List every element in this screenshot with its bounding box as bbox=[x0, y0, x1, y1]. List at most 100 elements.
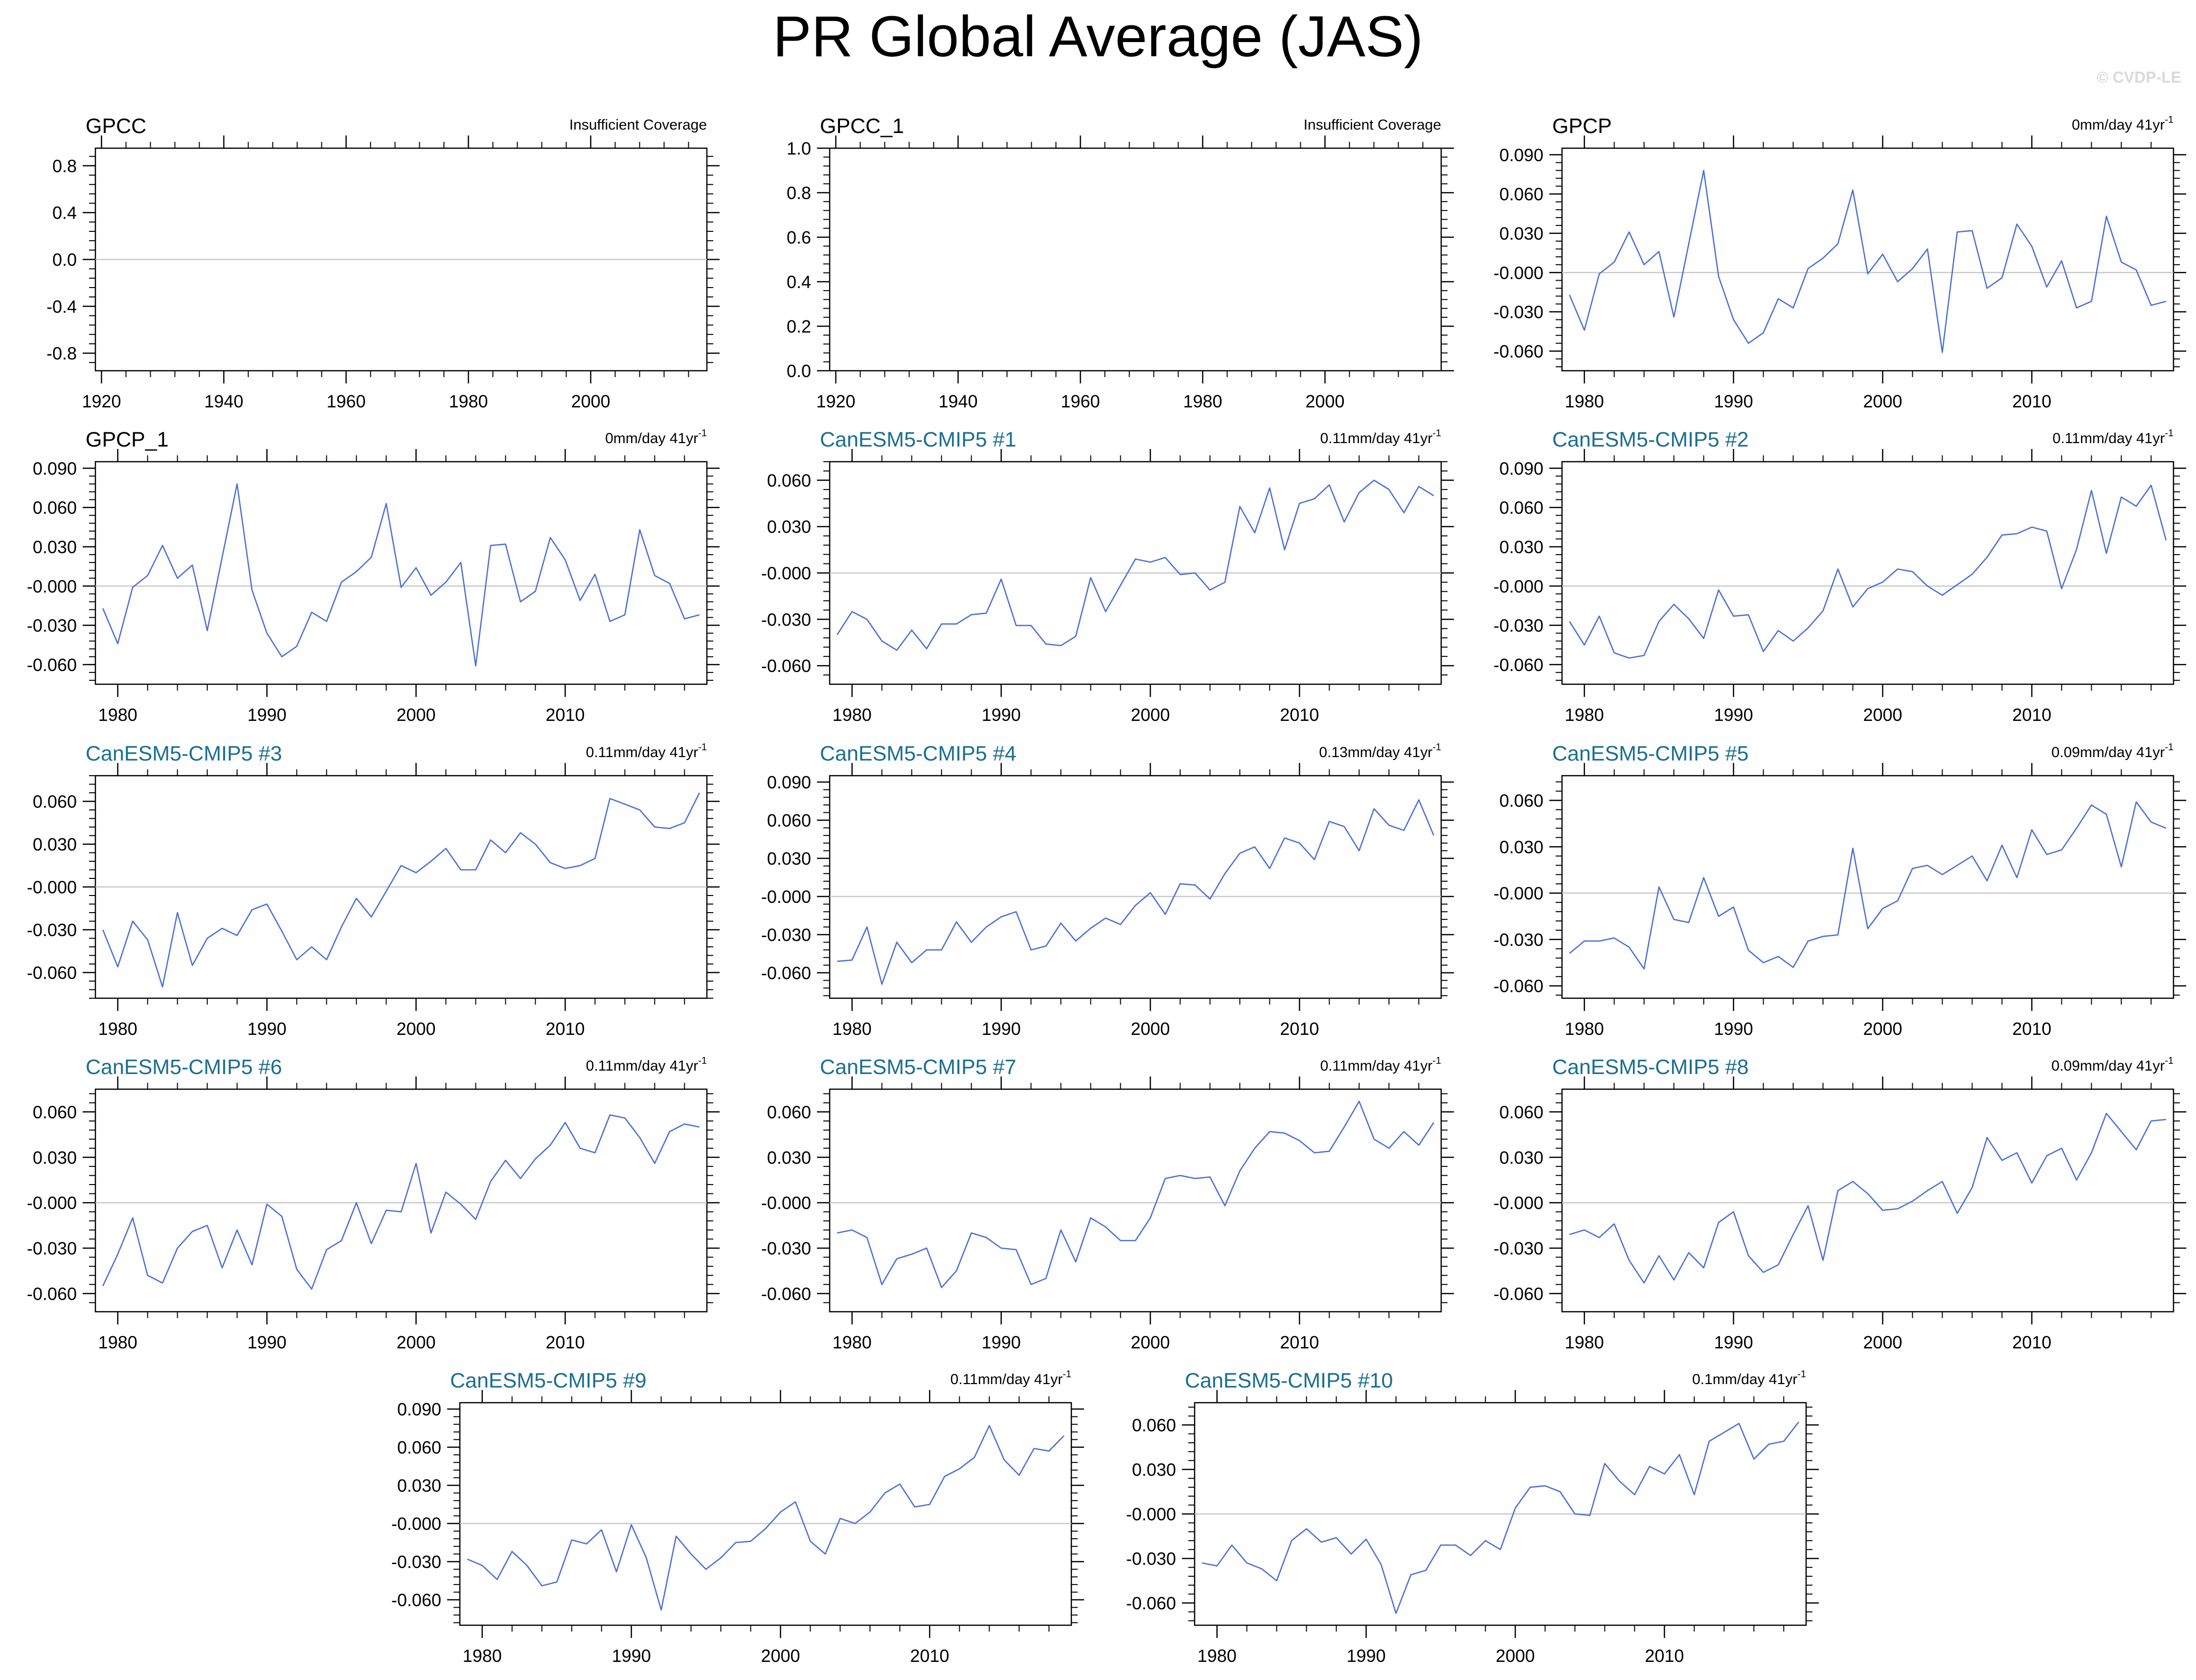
y-tick-label: 0.030 bbox=[33, 834, 77, 854]
y-tick-label: 0.0 bbox=[787, 361, 811, 381]
chart-panel: 1980 1990 2000 2010 0.060 0.030 -0.000 -0.030 -0… bbox=[1126, 1369, 1819, 1666]
y-tick-label: -0.030 bbox=[391, 1552, 441, 1572]
x-tick-label: 1980 bbox=[1565, 391, 1604, 411]
y-tick-label: 0.0 bbox=[52, 250, 77, 270]
y-tick-label: 0.030 bbox=[33, 537, 77, 557]
x-tick-label: 1990 bbox=[612, 1646, 651, 1666]
x-tick-label: 2000 bbox=[1305, 391, 1344, 411]
plot-frame bbox=[1561, 1088, 2174, 1313]
plot-frame bbox=[829, 1088, 1442, 1313]
panel-title: CanESM5-CMIP5 #3 bbox=[86, 742, 282, 765]
panel-title: GPCC_1 bbox=[820, 114, 904, 138]
y-tick-label: -0.4 bbox=[46, 296, 77, 316]
y-tick-label: -0.000 bbox=[761, 887, 811, 907]
y-tick-label: -0.060 bbox=[1494, 341, 1543, 361]
y-tick-label: 0.060 bbox=[767, 810, 811, 830]
x-tick-label: 2010 bbox=[1280, 1332, 1319, 1352]
x-tick-label: 1980 bbox=[98, 1332, 137, 1352]
plot-frame bbox=[829, 775, 1442, 999]
x-tick-label: 2000 bbox=[396, 1332, 435, 1352]
x-tick-label: 2010 bbox=[1280, 705, 1319, 725]
x-tick-label: 2010 bbox=[2012, 1332, 2051, 1352]
y-tick-label: -0.060 bbox=[27, 963, 77, 983]
x-tick-label: 2000 bbox=[396, 705, 435, 725]
panel-title: CanESM5-CMIP5 #10 bbox=[1185, 1369, 1393, 1392]
x-tick-label: 2000 bbox=[1863, 1332, 1902, 1352]
plot-frame bbox=[94, 1088, 708, 1313]
trend-label: 0.11mm/day 41yr-1 bbox=[1320, 428, 1441, 447]
plot-frame bbox=[1561, 147, 2174, 372]
chart-panel: 1980 1990 2000 2010 0.090 0.060 0.030 -0.000 -0.… bbox=[1494, 428, 2186, 725]
y-tick-label: -0.030 bbox=[1494, 930, 1543, 950]
y-tick-label: 0.060 bbox=[33, 498, 77, 518]
y-tick-label: 0.060 bbox=[1499, 498, 1543, 518]
y-tick-label: 0.060 bbox=[1499, 791, 1543, 811]
series-line bbox=[1201, 1421, 1799, 1614]
x-tick-label: 1990 bbox=[982, 1332, 1021, 1352]
y-tick-label: 0.030 bbox=[767, 1147, 811, 1167]
x-tick-label: 1920 bbox=[82, 391, 121, 411]
y-tick-label: -0.000 bbox=[1494, 576, 1543, 596]
x-tick-label: 2000 bbox=[1131, 1332, 1170, 1352]
y-tick-label: 0.090 bbox=[33, 458, 77, 478]
chart-panel: 1980 1990 2000 2010 0.060 0.030 -0.000 -0.030 -0… bbox=[1494, 742, 2186, 1039]
panel-title: CanESM5-CMIP5 #4 bbox=[820, 742, 1017, 765]
y-tick-label: -0.030 bbox=[27, 616, 77, 636]
chart-panel: 1980 1990 2000 2010 0.060 0.030 -0.000 -0.030 -0… bbox=[27, 1055, 720, 1352]
panel-title: CanESM5-CMIP5 #8 bbox=[1552, 1055, 1749, 1079]
panel-title: CanESM5-CMIP5 #1 bbox=[820, 428, 1017, 451]
y-tick-label: -0.030 bbox=[761, 1238, 811, 1258]
series-line bbox=[837, 799, 1434, 985]
y-tick-label: -0.030 bbox=[27, 1238, 77, 1258]
x-tick-label: 1960 bbox=[1061, 391, 1100, 411]
chart-panel: 1980 1990 2000 2010 0.090 0.060 0.030 -0.000 -0.… bbox=[27, 428, 720, 725]
x-tick-label: 2000 bbox=[571, 391, 610, 411]
x-tick-label: 1990 bbox=[248, 1019, 287, 1039]
trend-label: 0.09mm/day 41yr-1 bbox=[2051, 1055, 2173, 1074]
x-tick-label: 1990 bbox=[1714, 1332, 1753, 1352]
y-tick-label: 0.060 bbox=[1499, 1102, 1543, 1122]
y-tick-label: -0.030 bbox=[1494, 616, 1543, 636]
panel-title: CanESM5-CMIP5 #7 bbox=[820, 1055, 1017, 1079]
y-tick-label: 0.030 bbox=[397, 1476, 441, 1496]
x-tick-label: 1980 bbox=[98, 705, 137, 725]
chart-panel: 1980 1990 2000 2010 0.090 0.060 0.030 -0.000 -0.… bbox=[1494, 114, 2186, 411]
y-tick-label: -0.060 bbox=[27, 1284, 77, 1304]
x-tick-label: 1990 bbox=[1714, 705, 1753, 725]
trend-label: 0.09mm/day 41yr-1 bbox=[2051, 742, 2173, 761]
y-tick-label: -0.030 bbox=[761, 609, 811, 629]
y-tick-label: 0.060 bbox=[33, 1102, 77, 1122]
series-line bbox=[1569, 484, 2167, 659]
y-tick-label: -0.000 bbox=[27, 1193, 77, 1213]
x-tick-label: 2010 bbox=[1280, 1019, 1319, 1039]
series-line bbox=[102, 1114, 700, 1290]
x-tick-label: 1980 bbox=[449, 391, 488, 411]
series-line bbox=[102, 483, 700, 667]
y-tick-label: -0.8 bbox=[46, 343, 77, 363]
y-tick-label: -0.060 bbox=[1494, 1284, 1543, 1304]
trend-label: Insufficient Coverage bbox=[1304, 117, 1441, 133]
chart-panel: 1980 1990 2000 2010 0.060 0.030 -0.000 -0.030 -0… bbox=[761, 1055, 1454, 1352]
panel-title: CanESM5-CMIP5 #9 bbox=[450, 1369, 647, 1392]
trend-label: 0.11mm/day 41yr-1 bbox=[586, 1055, 707, 1074]
x-tick-label: 1990 bbox=[982, 705, 1021, 725]
y-tick-label: -0.060 bbox=[761, 963, 811, 983]
x-tick-label: 1980 bbox=[1565, 1332, 1604, 1352]
plot-frame bbox=[94, 461, 708, 685]
y-tick-label: 0.030 bbox=[1499, 537, 1543, 557]
x-tick-label: 1990 bbox=[248, 705, 287, 725]
chart-panel: 1920 1940 1960 1980 2000 1.0 0.8 0.6 0.4 0.2 0.0 GP… bbox=[787, 114, 1454, 411]
x-tick-label: 1990 bbox=[982, 1019, 1021, 1039]
series-line bbox=[102, 792, 700, 987]
y-tick-label: 0.090 bbox=[397, 1399, 441, 1419]
y-tick-label: 0.060 bbox=[33, 792, 77, 812]
y-tick-label: 0.030 bbox=[1499, 837, 1543, 857]
y-tick-label: -0.000 bbox=[761, 563, 811, 583]
y-tick-label: 0.030 bbox=[1132, 1460, 1176, 1480]
x-tick-label: 2010 bbox=[545, 705, 585, 725]
y-tick-label: -0.000 bbox=[1126, 1504, 1176, 1524]
chart-panel: 1980 1990 2000 2010 0.060 0.030 -0.000 -0.030 -0… bbox=[27, 742, 720, 1039]
x-tick-label: 1960 bbox=[326, 391, 365, 411]
y-tick-label: -0.000 bbox=[1494, 263, 1543, 283]
